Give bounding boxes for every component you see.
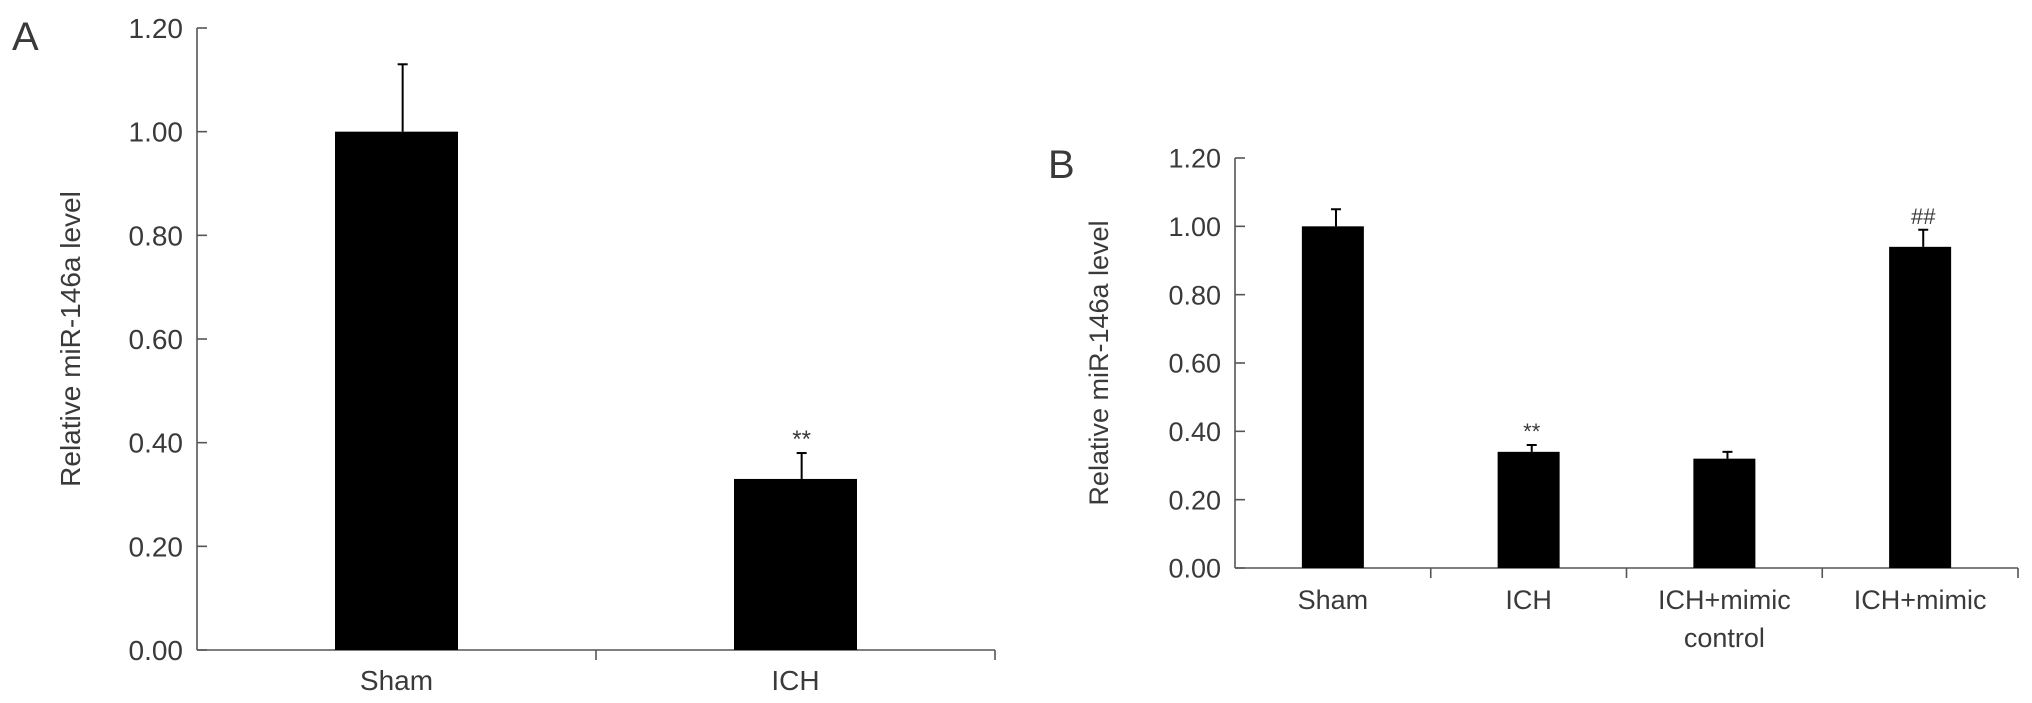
panel-b-significance-label: ## [1911,204,1936,229]
panel-a-bar [335,131,458,650]
panel-a-bar [734,478,857,650]
panel-b-y-tick-label: 0.60 [1168,349,1221,379]
panel-b-label: B [1048,143,1075,187]
panel-a-y-axis-label: Relative miR-146a level [55,191,86,487]
panel-b-y-tick-label: 0.20 [1168,485,1221,515]
panel-a-category-label: Sham [360,665,433,696]
panel-b-y-tick-label: 0.80 [1168,280,1221,310]
panel-b-category-label: ICH+mimic [1854,585,1987,615]
panel-a-y-tick-label: 1.20 [129,13,184,44]
panel-b-category-label: ICH [1505,585,1552,615]
panel-a-plot: 0.00 0.20 0.40 0.60 0.80 1.00 1.20 Relative miR… [55,13,996,696]
panel-a-y-tick-label: 0.60 [129,324,184,355]
panel-b-bar [1497,451,1560,568]
panel-a-y-tick-label: 0.80 [129,220,184,251]
panel-b-bar [1889,246,1952,569]
panel-a-y-tick-label: 0.00 [129,635,184,666]
panel-a-y-tick-label: 1.00 [129,117,184,148]
panel-b-y-tick-label: 0.00 [1168,554,1221,584]
panel-a-significance-label: ** [792,426,811,453]
panel-a-label: A [12,15,39,59]
panel-b-significance-label: ** [1523,419,1541,444]
panel-b-y-tick-label: 1.20 [1168,144,1221,174]
panel-b-category-label: ICH+mimic [1658,585,1791,615]
panel-b-y-tick-label: 1.00 [1168,212,1221,242]
panel-b: B 0.00 0.20 0.40 0.60 0.80 1.00 1.20 Relative m… [1048,143,2019,653]
panel-b-plot: 0.00 0.20 0.40 0.60 0.80 1.00 1.20 Relative miR… [1084,144,2019,653]
panel-b-category-label: Sham [1298,585,1369,615]
panel-a: A 0.00 0.20 0.40 0.60 0.80 1.00 1.20 Relative m… [12,13,996,696]
panel-b-y-axis-label: Relative miR-146a level [1084,220,1114,505]
panel-b-bar [1693,458,1756,568]
panel-a-y-tick-label: 0.40 [129,428,184,459]
panel-b-bar [1301,226,1364,569]
panel-a-y-tick-label: 0.20 [129,531,184,562]
panel-a-category-label: ICH [771,665,819,696]
panel-b-category-label: control [1684,623,1765,653]
panel-b-y-tick-label: 0.40 [1168,417,1221,447]
